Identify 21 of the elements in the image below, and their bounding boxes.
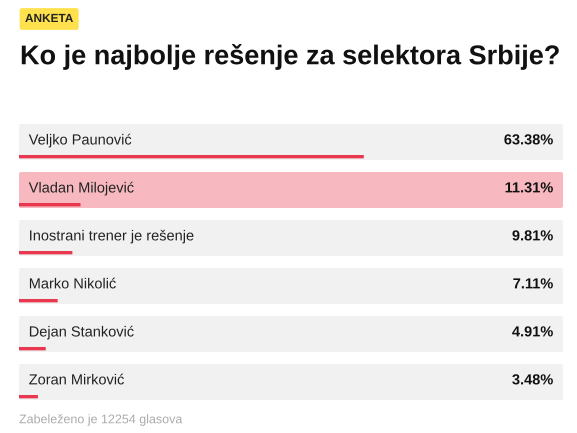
- y-tick-label: Marko Nikolić: [30, 278, 116, 289]
- y-tick-label: Veljko Paunović: [28, 134, 132, 148]
- text: ANKETA: [25, 14, 74, 22]
- y-tick-label: Inostrani trener je rešenje: [30, 230, 194, 244]
- data-label: 3.48%: [512, 374, 553, 385]
- data-label: 63.38%: [504, 134, 553, 145]
- bar: [19, 346, 46, 350]
- bar: [19, 250, 72, 254]
- bar: [19, 298, 58, 302]
- data-label: 7.11%: [513, 278, 553, 288]
- y-tick-label: Zoran Mirković: [29, 374, 124, 385]
- chart-title: Ko je najbolje rešenje za selektora Srbije?: [22, 44, 559, 70]
- y-tick-label: Dejan Stanković: [30, 326, 134, 340]
- data-label: 9.81%: [512, 230, 553, 241]
- bar: [19, 154, 364, 158]
- bar: [19, 202, 81, 206]
- y-tick-label: Vladan Milojević: [28, 182, 134, 196]
- data-label: 11.31%: [506, 182, 553, 193]
- text: Zabeleženo je 12254 glasova: [19, 414, 182, 426]
- bar: [19, 394, 38, 398]
- data-label: 4.91%: [512, 326, 553, 337]
